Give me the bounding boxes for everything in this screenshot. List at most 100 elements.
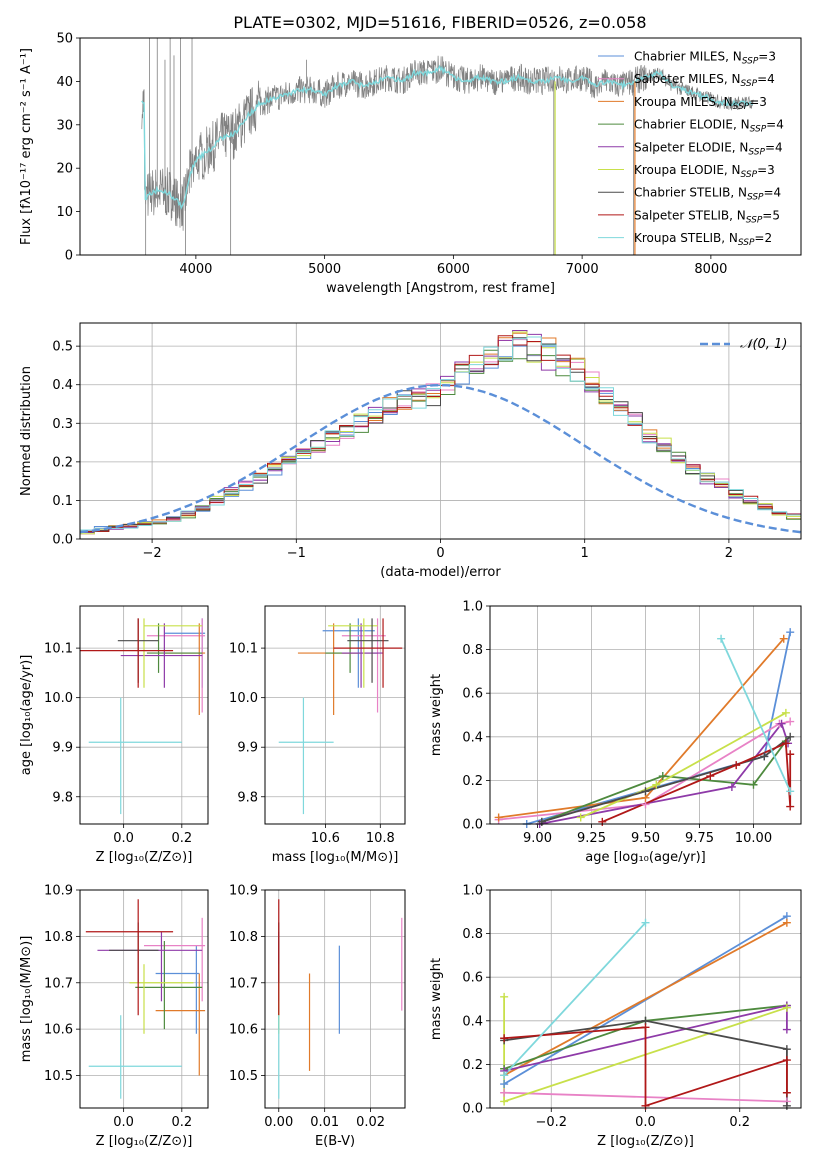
- weight_vs_age-marker-salpeter_stelib: [732, 761, 741, 770]
- weight_vs_Z-ytick-label: 0.8: [462, 927, 483, 942]
- spectrum-legend: Chabrier MILES, NSSP=3 Salpeter MILES, NS…: [598, 50, 784, 248]
- spectrum-model-line: [141, 64, 753, 210]
- weight_vs_age-marker-chabrier_miles: [786, 628, 795, 637]
- spectrum-legend-value: =4: [766, 118, 784, 132]
- age_vs_mass-ytick-label: 9.8: [237, 790, 258, 805]
- spectrum-legend-sub: SSP: [741, 79, 758, 89]
- spectrum-xlabel: wavelength [Angstrom, rest frame]: [326, 281, 555, 296]
- spectrum-legend-label: Salpeter MILES, NSSP=4: [634, 72, 775, 89]
- weight_vs_Z-marker-kroupa_elodie: [500, 992, 509, 1001]
- residuals-xtick-label: 2: [725, 546, 733, 561]
- residuals-xtick-label: −1: [287, 546, 306, 561]
- weight_vs_Z-line-kroupa_stelib: [503, 922, 647, 1076]
- mass_vs_Z-ytick-label: 10.7: [44, 976, 73, 991]
- age_vs_Z-ytick-label: 10.0: [44, 691, 73, 706]
- age_vs_Z-plot-area: [80, 618, 206, 815]
- weight_vs_Z-ytick-label: 0.4: [462, 1014, 483, 1029]
- weight_vs_age-marker-kroupa_miles: [779, 634, 788, 643]
- weight_vs_Z-ytick-label: 0.0: [462, 1102, 483, 1117]
- spectrum-legend-sub: SSP: [747, 193, 764, 203]
- age_vs_Z-frame: [79, 605, 209, 825]
- spectrum-legend-value: =3: [749, 95, 767, 109]
- age_vs_mass-xtick-label: 10.6: [311, 831, 340, 846]
- weight_vs_age-marker-chabrier_stelib: [760, 752, 769, 761]
- age_vs_mass-plot-area: [278, 618, 403, 815]
- spectrum-legend-label: Salpeter ELODIE, NSSP=4: [634, 140, 783, 157]
- mass_vs_ebv-xtick-label: 0.01: [310, 1115, 339, 1130]
- weight_vs_age-frame: [489, 605, 802, 825]
- residuals-panel: −2 −1 0 1 2 0.0 0.1 0.2 0.3 0.4 0.5 (data-model)/er…: [19, 322, 802, 580]
- mass_vs_ebv-ytick-label: 10.5: [229, 1069, 258, 1084]
- weight_vs_age-ylabel: mass weight: [429, 674, 444, 756]
- age_vs_Z-xlabel: Z [log₁₀(Z/Z⊙)]: [96, 850, 193, 865]
- age_vs_mass-ytick-label: 10.0: [229, 691, 258, 706]
- weight_vs_age-xtick-label: 10.00: [735, 831, 772, 846]
- age_vs_mass-ytick-label: 9.9: [237, 741, 258, 756]
- weight_vs_age-marker-kroupa_stelib: [717, 634, 726, 643]
- spectrum-legend-sub: SSP: [741, 170, 758, 180]
- spectrum-data-line: [141, 55, 754, 231]
- age_vs_Z-ytick-label: 9.9: [52, 741, 73, 756]
- weight_vs_age-line-chabrier_elodie: [541, 740, 787, 823]
- residual-hist-kroupa_stelib: [80, 336, 801, 531]
- weight_vs_age-ytick-label: 0.2: [462, 774, 483, 789]
- plot-layer: 4000 5000 6000 7000 800001020304050wavelengt…: [19, 32, 802, 1149]
- mass_vs_ebv-ytick-label: 10.9: [229, 884, 258, 899]
- spectrum-xtick-label: 4000: [179, 262, 212, 277]
- weight_vs_Z-xtick-label: −0.2: [535, 1115, 567, 1130]
- weight_vs_age-ytick-label: 0.4: [462, 730, 483, 745]
- residuals-xtick-label: 1: [581, 546, 589, 561]
- age_vs_Z-ylabel: age [log₁₀(age/yr)]: [19, 655, 34, 776]
- weight_vs_Z-marker-salpeter_stelib: [782, 1056, 791, 1065]
- mass_vs_Z-ylabel: mass [log₁₀(M/M⊙)]: [19, 936, 34, 1063]
- mass_vs_Z-frame: [79, 889, 209, 1109]
- spectrum-plot-area: [141, 38, 754, 255]
- spectrum-title: PLATE=0302, MJD=51616, FIBERID=0526, z=0…: [233, 13, 646, 32]
- weight_vs_age-marker-salpeter_stelib: [706, 772, 715, 781]
- weight_vs_Z-marker-chabrier_stelib: [782, 1045, 791, 1054]
- mass_vs_Z-ytick-label: 10.8: [44, 930, 73, 945]
- weight_vs_age-panel: 9.00 9.25 9.50 9.75 10.00 0.0 0.2 0.4 0.6 0.8 1.0 a…: [429, 600, 802, 865]
- weight_vs_Z-marker-kroupa_stelib: [500, 1071, 509, 1080]
- spectrum-legend-value: =3: [757, 163, 775, 177]
- mass_vs_ebv-frame: [264, 889, 406, 1109]
- spectrum-legend-value: =3: [758, 50, 776, 64]
- spectrum-frame: [79, 37, 802, 256]
- weight_vs_Z-xlabel: Z [log₁₀(Z/Z⊙)]: [597, 1134, 694, 1149]
- mass_vs_Z-plot-area: [85, 899, 206, 1099]
- mass_vs_Z-xtick-label: 0.2: [171, 1115, 192, 1130]
- gaussian-curve: [80, 383, 801, 534]
- weight_vs_age-ytick-label: 0.0: [462, 818, 483, 833]
- weight_vs_age-marker-chabrier_elodie: [658, 772, 667, 781]
- residuals-ytick-label: 0.1: [52, 494, 73, 509]
- weight_vs_Z-xtick-label: 0.2: [729, 1115, 750, 1130]
- weight_vs_age-marker-chabrier_stelib: [641, 787, 650, 796]
- weight_vs_age-xtick-label: 9.75: [685, 831, 714, 846]
- spectrum-panel: 4000 5000 6000 7000 8000 0 10 20 30 40 50 wavelengt…: [19, 32, 802, 296]
- residuals-ytick-label: 0.0: [52, 533, 73, 548]
- weight_vs_Z-line-kroupa_miles: [503, 921, 788, 1077]
- spectrum-legend-value: =4: [764, 186, 782, 200]
- residual-legend-label: 𝒩(0, 1): [740, 337, 787, 352]
- weight_vs_age-marker-kroupa_elodie: [652, 780, 661, 789]
- age_vs_mass-ytick-label: 10.1: [229, 642, 258, 657]
- spectrum-ytick-label: 0: [65, 249, 73, 264]
- spectrum-xtick-label: 5000: [308, 262, 341, 277]
- residuals-plot-area: [80, 330, 801, 535]
- weight_vs_Z-line-chabrier_miles: [503, 915, 788, 1085]
- mass_vs_Z-ytick-label: 10.9: [44, 884, 73, 899]
- weight_vs_Z-ytick-label: 0.2: [462, 1058, 483, 1073]
- weight_vs_age-marker-salpeter_stelib: [781, 739, 790, 748]
- weight_vs_Z-xtick-label: 0.0: [635, 1115, 656, 1130]
- age_vs_Z-ytick-label: 10.1: [44, 642, 73, 657]
- spectrum-legend-value: =2: [754, 231, 772, 245]
- spectrum-ytick-label: 30: [56, 118, 73, 133]
- mass_vs_ebv-ytick-label: 10.7: [229, 976, 258, 991]
- weight_vs_Z-marker-salpeter_stelib: [641, 1023, 650, 1032]
- mass_vs_Z-ytick-label: 10.5: [44, 1069, 73, 1084]
- weight_vs_age-marker-salpeter_stelib: [786, 750, 795, 759]
- mass_vs_ebv-xtick-label: 0.00: [264, 1115, 293, 1130]
- mass_vs_Z-xtick-label: 0.0: [113, 1115, 134, 1130]
